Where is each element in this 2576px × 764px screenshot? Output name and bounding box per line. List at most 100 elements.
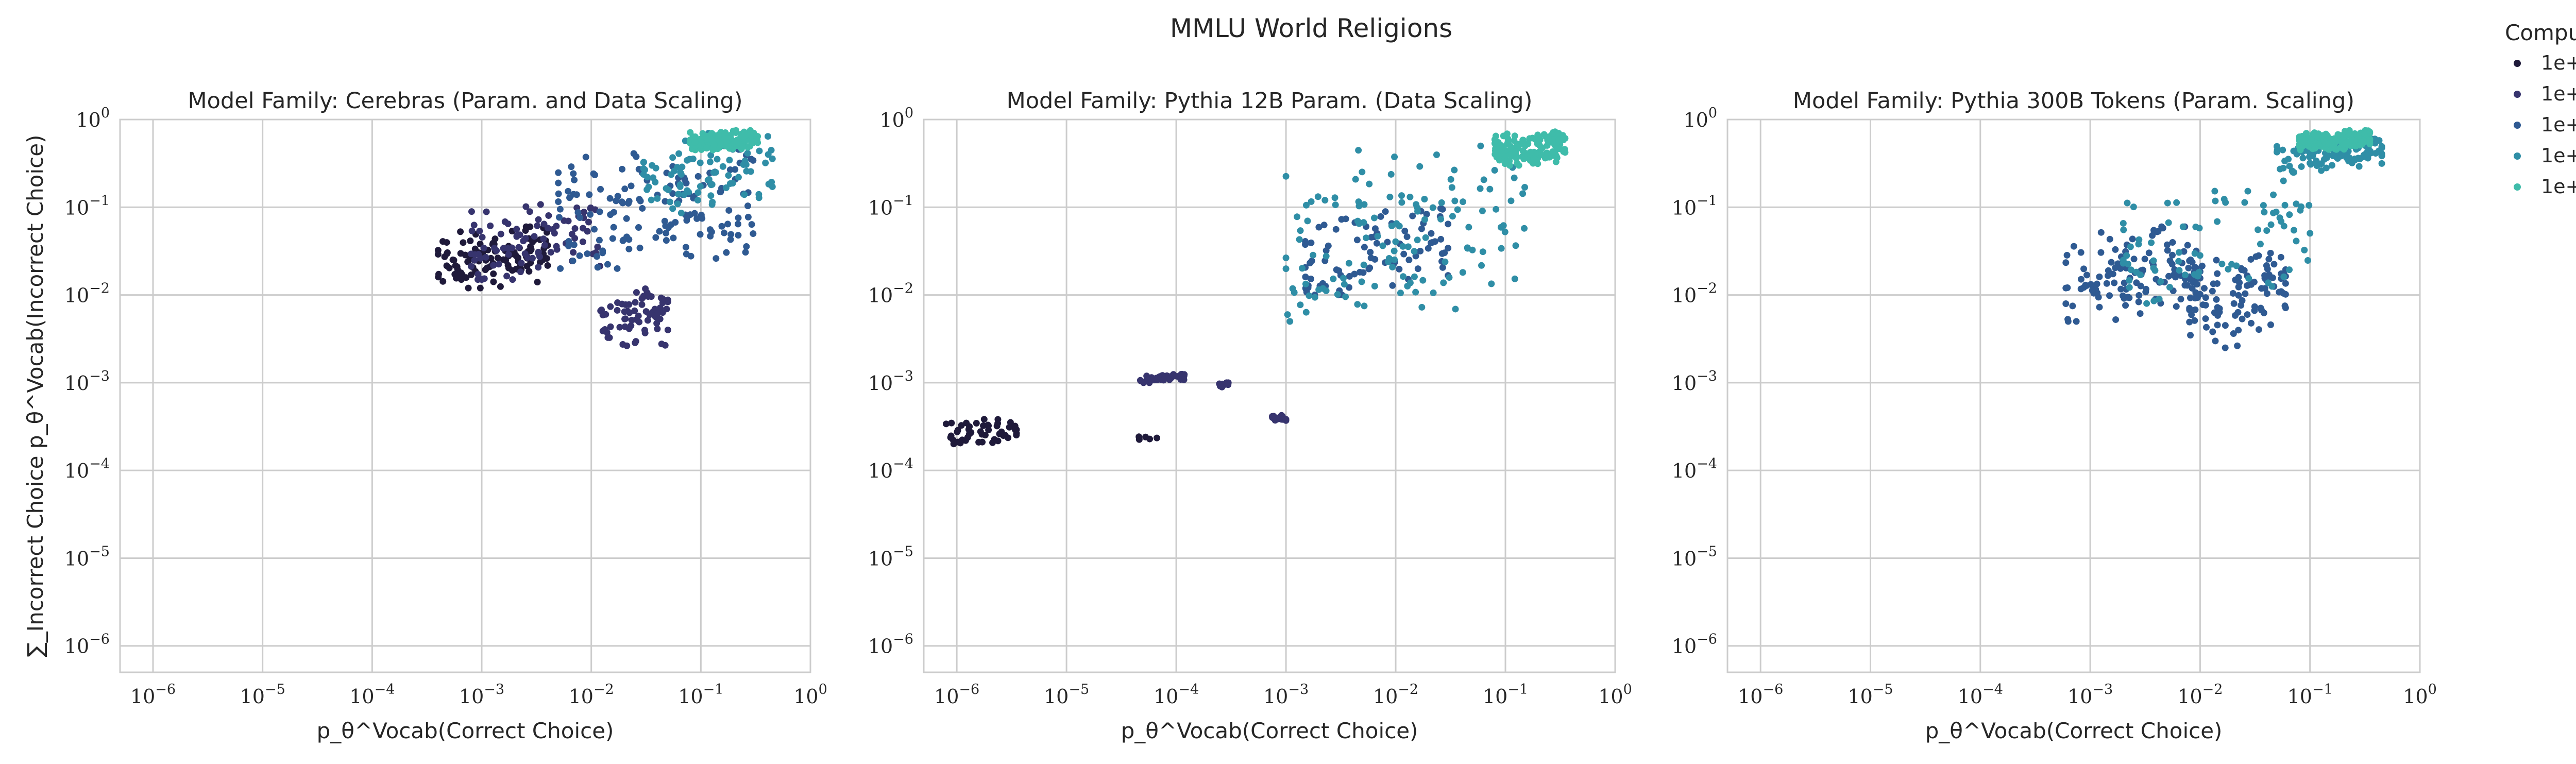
scatter-point	[744, 144, 751, 151]
scatter-point	[1396, 265, 1403, 273]
scatter-point	[2187, 276, 2194, 283]
scatter-point	[579, 238, 586, 245]
scatter-point	[2187, 256, 2194, 263]
scatter-point	[2202, 315, 2209, 322]
scatter-point	[704, 177, 711, 184]
scatter-point	[444, 249, 451, 256]
scatter-point	[504, 245, 512, 252]
scatter-point	[2105, 272, 2112, 279]
scatter-point	[2267, 221, 2275, 228]
scatter-point	[684, 157, 691, 164]
scatter-point	[2285, 266, 2293, 274]
scatter-point	[1320, 222, 1328, 229]
scatter-point	[753, 137, 760, 144]
scatter-point	[450, 257, 457, 264]
scatter-point	[1412, 288, 1419, 296]
scatter-point	[2214, 312, 2222, 319]
scatter-point	[565, 188, 572, 195]
scatter-point	[640, 159, 648, 166]
scatter-point	[2062, 300, 2070, 307]
scatter-point	[998, 428, 1005, 435]
panel-title: Model Family: Cerebras (Param. and Data …	[188, 88, 742, 114]
scatter-point	[460, 239, 467, 246]
scatter-point	[2301, 246, 2308, 253]
scatter-point	[1446, 274, 1453, 281]
scatter-point	[652, 164, 659, 172]
scatter-point	[1334, 291, 1341, 298]
legend-title: Compute	[2505, 20, 2576, 45]
scatter-point	[2255, 326, 2262, 333]
plot-frame	[1726, 118, 2421, 673]
scatter-point	[646, 311, 653, 318]
scatter-point	[471, 245, 479, 252]
scatter-point	[1302, 201, 1310, 209]
scatter-point	[1401, 227, 1409, 234]
legend-item: 1e+20	[2514, 113, 2576, 136]
scatter-point	[1409, 212, 1416, 219]
scatter-point	[694, 197, 701, 204]
scatter-point	[2234, 342, 2241, 349]
panel-1: 10−6 10−6 10−5 10−5 10−4 10−4 10−3 10−3 10−2 10−2…	[23, 88, 827, 743]
scatter-point	[669, 154, 676, 161]
scatter-point	[474, 270, 482, 278]
scatter-point	[569, 257, 577, 264]
scatter-point	[1367, 249, 1374, 256]
scatter-point	[2314, 159, 2321, 166]
scatter-point	[744, 202, 752, 210]
x-tick-label: 10−1	[678, 682, 723, 708]
scatter-point	[2149, 232, 2156, 239]
scatter-point	[726, 157, 733, 164]
scatter-point	[710, 169, 717, 176]
scatter-point	[2323, 164, 2330, 172]
cluster-1e+18	[942, 416, 1020, 448]
scatter-point	[2340, 141, 2347, 148]
scatter-point	[2320, 156, 2328, 163]
scatter-point	[1555, 136, 1563, 143]
scatter-point	[1389, 263, 1396, 270]
scatter-point	[740, 133, 747, 140]
scatter-point	[522, 223, 530, 230]
scatter-point	[769, 155, 776, 162]
scatter-point	[1282, 254, 1290, 262]
scatter-point	[555, 169, 562, 176]
scatter-point	[2106, 235, 2113, 243]
scatter-point	[2133, 268, 2140, 276]
scatter-point	[743, 243, 750, 250]
scatter-point	[725, 143, 732, 150]
scatter-point	[1507, 197, 1515, 205]
scatter-point	[632, 338, 639, 345]
scatter-point	[2112, 264, 2119, 271]
panel-2: 10−6 10−6 10−5 10−5 10−4 10−4 10−3 10−3 10−2 10−2…	[868, 88, 1632, 743]
scatter-point	[1418, 303, 1426, 311]
scatter-point	[2080, 265, 2088, 273]
scatter-point	[570, 241, 578, 248]
scatter-point	[2282, 291, 2289, 298]
scatter-point	[2328, 162, 2335, 169]
scatter-point	[1346, 284, 1353, 291]
scatter-point	[551, 230, 558, 237]
scatter-point	[1355, 198, 1362, 206]
scatter-point	[2069, 302, 2076, 310]
scatter-point	[947, 434, 954, 441]
x-tick-label: 10−4	[1958, 682, 2003, 708]
scatter-point	[2109, 270, 2116, 278]
scatter-point	[490, 278, 497, 285]
scatter-point	[2247, 256, 2255, 263]
scatter-point	[520, 237, 527, 245]
scatter-point	[726, 166, 734, 173]
scatter-point	[1492, 150, 1499, 158]
scatter-point	[490, 270, 497, 277]
scatter-point	[2150, 297, 2158, 304]
scatter-point	[1405, 256, 1413, 263]
scatter-point	[2212, 197, 2219, 205]
scatter-point	[1323, 247, 1330, 254]
scatter-point	[570, 249, 577, 256]
scatter-point	[2358, 138, 2365, 145]
scatter-point	[598, 307, 605, 314]
scatter-point	[2372, 150, 2379, 157]
scatter-point	[1330, 275, 1337, 282]
scatter-point	[2130, 256, 2138, 263]
scatter-point	[582, 154, 589, 161]
cluster-1e+19	[467, 201, 604, 283]
scatter-point	[640, 165, 647, 172]
